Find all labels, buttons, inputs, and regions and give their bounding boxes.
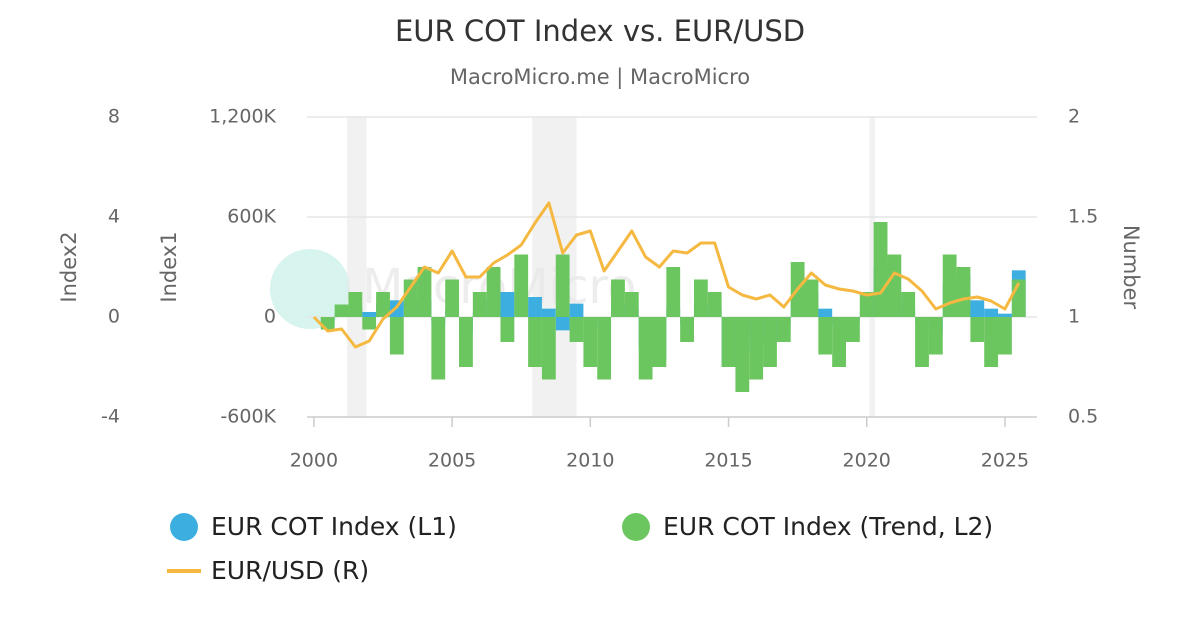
bar	[970, 317, 985, 342]
bar	[666, 267, 681, 317]
bar	[403, 279, 418, 317]
x-tick-label: 2005	[428, 450, 476, 472]
line	[312, 201, 1021, 349]
bar	[652, 317, 667, 367]
bar	[541, 317, 556, 380]
bar	[749, 317, 764, 380]
bar	[555, 254, 570, 317]
y-axis-label: Index1	[157, 231, 181, 302]
bar	[334, 304, 349, 317]
bar	[970, 300, 985, 317]
y-tick-label: 1,200K	[209, 106, 276, 128]
bar	[486, 267, 501, 317]
y3-tick-label: 4	[108, 206, 120, 228]
recession-band	[869, 117, 876, 417]
bar	[528, 297, 542, 317]
bar	[846, 317, 860, 342]
legend-label[interactable]: EUR/USD (R)	[211, 556, 369, 585]
bar	[859, 292, 874, 317]
bar	[998, 313, 1012, 317]
bar	[611, 279, 625, 317]
y3-tick-label: -4	[101, 406, 120, 428]
bar	[638, 317, 653, 380]
bar	[915, 317, 929, 367]
bar	[984, 317, 999, 367]
bar	[417, 267, 432, 317]
y2-tick-label: 1	[1068, 306, 1080, 328]
bar	[693, 279, 708, 317]
chart-title: EUR COT Index vs. EUR/USD	[395, 14, 805, 48]
bar	[569, 317, 584, 342]
bar	[500, 317, 515, 342]
bar	[776, 317, 791, 342]
legend-swatch	[170, 513, 198, 541]
y2-tick-label: 2	[1068, 106, 1080, 128]
bar	[873, 222, 888, 317]
y2-axis-label: Number	[1119, 225, 1143, 310]
bar	[818, 308, 833, 317]
watermark-logo	[270, 249, 350, 329]
bar	[928, 317, 943, 355]
x-tick-label: 2025	[981, 450, 1029, 472]
bar	[597, 317, 612, 380]
x-tick-label: 2015	[704, 450, 752, 472]
bar	[942, 254, 957, 317]
bar	[680, 317, 694, 342]
bar	[707, 292, 722, 317]
x-tick-label: 2020	[843, 450, 891, 472]
x-tick-label: 2010	[566, 450, 614, 472]
bar	[459, 317, 473, 367]
recession-band	[347, 117, 367, 417]
bar	[445, 279, 460, 317]
bar	[984, 308, 999, 317]
legend-swatch	[622, 513, 650, 541]
y-tick-label: -600K	[220, 406, 276, 428]
legend-label[interactable]: EUR COT Index (Trend, L2)	[663, 512, 993, 541]
bar	[832, 317, 847, 367]
bar	[624, 292, 639, 317]
bar	[569, 303, 584, 317]
y-tick-label: 0	[264, 306, 276, 328]
bar	[818, 317, 833, 355]
y3-tick-label: 8	[108, 106, 120, 128]
bar	[763, 317, 777, 367]
bar	[721, 317, 736, 367]
chart-subtitle: MacroMicro.me | MacroMicro	[450, 65, 750, 90]
bar	[500, 292, 515, 317]
x-tick-label: 2000	[290, 450, 338, 472]
y3-axis-label: Index2	[57, 231, 81, 302]
bar	[348, 292, 363, 317]
bar	[389, 317, 404, 355]
bar	[376, 292, 390, 317]
bar	[528, 317, 542, 367]
y-tick-label: 600K	[227, 206, 276, 228]
bar	[901, 292, 916, 317]
bar	[998, 317, 1012, 355]
bar	[362, 317, 377, 330]
bar	[583, 317, 598, 367]
bar	[514, 254, 529, 317]
bar	[735, 317, 750, 392]
bar	[362, 312, 377, 317]
y3-tick-label: 0	[108, 306, 120, 328]
bar	[804, 279, 819, 317]
bar	[431, 317, 446, 380]
y2-tick-label: 1.5	[1068, 206, 1098, 228]
bar	[956, 267, 971, 317]
legend-label[interactable]: EUR COT Index (L1)	[211, 512, 457, 541]
bar	[541, 308, 556, 317]
y2-tick-label: 0.5	[1068, 406, 1098, 428]
bar	[887, 254, 902, 317]
bar	[472, 292, 487, 317]
bar	[555, 317, 570, 331]
